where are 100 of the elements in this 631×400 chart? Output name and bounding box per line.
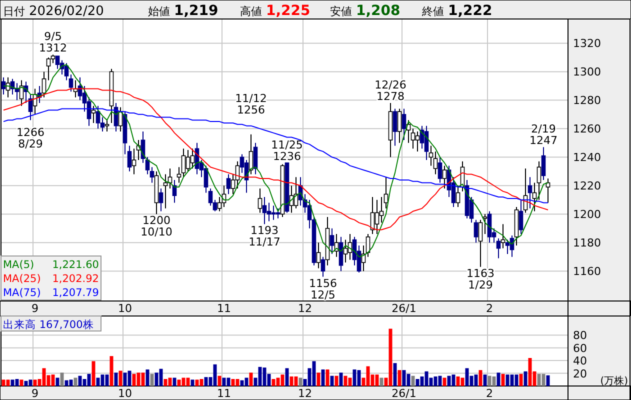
x-tick-label: 2 (486, 387, 493, 400)
bar (141, 372, 145, 386)
annotation: 2/19 1247 (530, 122, 558, 148)
x-tick-label: 10 (118, 387, 132, 400)
annotation: 始値 1,219 (148, 3, 218, 19)
candlestick (55, 56, 60, 70)
candlestick (536, 160, 542, 200)
bar (411, 376, 415, 386)
candlestick (438, 156, 442, 184)
bar (546, 375, 550, 386)
bar (15, 379, 19, 386)
candlestick (64, 62, 69, 81)
bar (168, 378, 172, 386)
bar (244, 378, 248, 386)
bar (492, 376, 496, 386)
candlestick (402, 108, 406, 141)
candlestick (415, 131, 420, 152)
annotation: 1,221.60 (52, 259, 99, 271)
annotation: 11/25 1236 (271, 138, 303, 163)
y-tick-label: 1280 (573, 94, 601, 108)
bar (285, 368, 289, 386)
candlestick (505, 239, 510, 254)
y-tick-label: 40 (573, 354, 587, 368)
candlestick (528, 176, 532, 209)
candlestick (397, 108, 402, 144)
bar (280, 374, 284, 386)
bar (51, 374, 55, 386)
candlestick (91, 105, 96, 124)
bar (226, 378, 230, 386)
candlestick (496, 238, 501, 259)
candlestick (532, 182, 537, 212)
candlestick (374, 199, 380, 235)
bar (6, 380, 10, 386)
bar (294, 376, 298, 386)
annotation: 1,202.92 (52, 273, 99, 285)
x-tick-label: 26/1 (392, 387, 416, 400)
candlestick (217, 196, 222, 212)
bar (398, 370, 402, 386)
candlestick (442, 165, 447, 189)
candlestick (226, 174, 231, 195)
text: MA(25) (3, 273, 41, 285)
candlestick (433, 150, 438, 175)
candlestick (190, 148, 195, 170)
candlestick (338, 236, 344, 272)
bar (452, 374, 456, 386)
candlestick (428, 145, 434, 166)
x-tick-label: 11 (217, 302, 231, 315)
y-tick-label: 1220 (573, 180, 601, 193)
candlestick (127, 145, 132, 172)
annotation: 1156 12/5 (309, 276, 337, 302)
bar (339, 372, 343, 386)
candlestick (42, 71, 46, 98)
candlestick (258, 188, 262, 214)
bar (87, 374, 91, 386)
bar (74, 378, 78, 386)
bar (474, 374, 478, 386)
bar (114, 372, 118, 386)
bar (316, 372, 320, 386)
candlestick (482, 214, 488, 235)
annotation: 終値 1,222 (421, 3, 492, 19)
bar (128, 370, 132, 386)
bar (118, 370, 122, 386)
bar (524, 371, 528, 386)
bar (438, 376, 442, 386)
annotation: 12/26 1278 (374, 78, 406, 104)
bar (375, 374, 379, 386)
candlestick (474, 219, 478, 244)
bar (200, 379, 204, 386)
bar (56, 378, 60, 386)
candlestick (181, 148, 186, 178)
bar (69, 380, 73, 386)
candlestick (132, 148, 136, 175)
bar (357, 370, 361, 386)
candlestick (46, 56, 51, 81)
candlestick (68, 74, 74, 92)
bar (249, 372, 253, 386)
y-tick-label: 1240 (573, 151, 601, 164)
bar (519, 374, 523, 386)
bar (442, 378, 446, 386)
x-tick-label: 26/1 (392, 302, 416, 315)
candlestick (456, 185, 460, 208)
bar (501, 374, 505, 386)
candlestick (410, 128, 416, 150)
candlestick (262, 196, 267, 225)
text: MA(5) (3, 259, 34, 271)
chart-title: 出来高 167,700株 (3, 318, 94, 331)
x-tick-label: 12 (298, 387, 312, 400)
candlestick (176, 166, 182, 184)
candlestick (330, 228, 334, 254)
bar (105, 374, 109, 386)
y-axis-title: (万株) (600, 375, 628, 387)
candlestick (266, 202, 272, 222)
candlestick (186, 150, 190, 172)
y-tick-label: 1180 (573, 236, 601, 250)
annotation: 11/12 1256 (235, 92, 267, 116)
x-tick-label: 11 (217, 387, 231, 400)
candlestick (96, 105, 100, 130)
candlestick (316, 242, 321, 269)
y-tick-label: 20 (573, 367, 587, 380)
candlestick (392, 108, 398, 146)
